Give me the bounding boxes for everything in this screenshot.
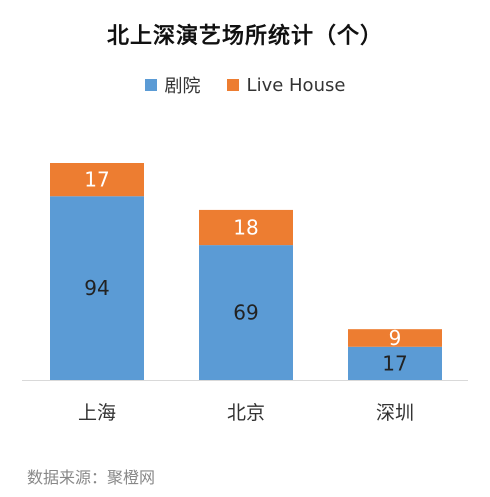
chart-title: 北上深演艺场所统计（个） [106,24,383,49]
source-note: 数据来源：聚橙网 [27,468,156,487]
bar-livehouse-2 [348,329,442,347]
legend-item-theater: 剧院 [144,72,201,98]
data-label-theater-2: 17 [382,351,407,375]
x-tick-label-0: 上海 [78,402,116,424]
legend-label-theater: 剧院 [164,76,201,97]
legend-swatch-theater [144,79,157,91]
bar-livehouse-1 [199,209,293,246]
x-tick-label-2: 深圳 [376,402,414,424]
legend-swatch-livehouse [226,79,239,91]
bar-livehouse-0 [50,163,144,197]
legend: 剧院 Live House [0,72,490,98]
data-label-livehouse-0: 17 [84,168,109,192]
bar-theater-2 [348,346,442,380]
data-label-livehouse-2: 9 [389,326,402,350]
x-tick-label-1: 北京 [227,402,265,424]
legend-label-livehouse: Live House [246,74,346,96]
data-label-theater-1: 69 [233,301,258,325]
data-label-theater-0: 94 [84,276,109,300]
data-label-livehouse-1: 18 [233,216,258,240]
bar-theater-1 [199,245,293,380]
bar-theater-0 [50,196,144,380]
legend-item-livehouse: Live House [226,74,346,96]
